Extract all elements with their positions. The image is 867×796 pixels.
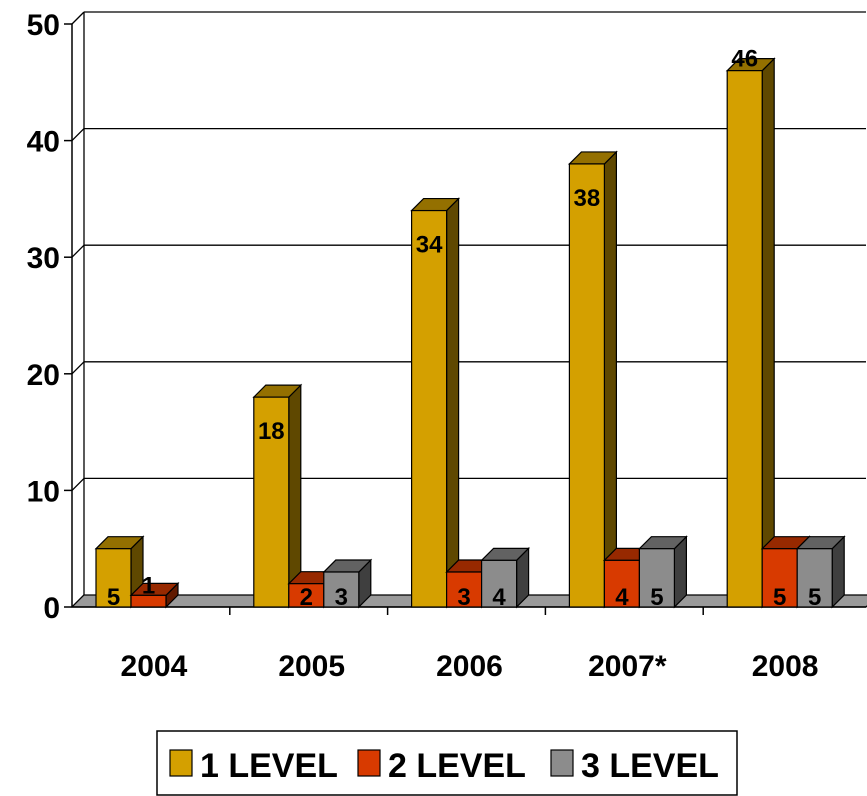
data-label: 4 [615, 584, 629, 611]
bar [725, 57, 776, 609]
legend-label: 2 LEVEL [388, 747, 526, 785]
bar [129, 581, 180, 609]
grid-depth [71, 11, 85, 25]
legend-swatch [357, 749, 381, 777]
x-tick-label: 2006 [436, 650, 503, 683]
bar-front [323, 571, 360, 608]
legend-label: 3 LEVEL [581, 747, 719, 785]
y-tick-label: 30 [27, 242, 60, 275]
data-label: 5 [808, 584, 821, 611]
y-tick-label: 0 [43, 592, 60, 625]
legend-label: 1 LEVEL [200, 747, 338, 785]
bars [94, 57, 846, 609]
data-label: 4 [492, 584, 506, 611]
bar-front [481, 559, 518, 608]
bar-side [761, 57, 775, 609]
data-label: 38 [574, 185, 601, 212]
bar-side [603, 150, 618, 609]
grid-depth [71, 128, 85, 142]
y-axis-ticks: 0 10 20 30 40 50 [27, 9, 60, 625]
x-tick-label: 2008 [752, 650, 819, 683]
legend-box [156, 730, 738, 796]
grid-depth [71, 244, 85, 258]
bar [567, 150, 618, 609]
y-tick-label: 40 [27, 126, 60, 159]
bar-side [446, 197, 460, 609]
data-label: 5 [107, 584, 120, 611]
legend: 1 LEVEL 2 LEVEL 3 LEVEL [156, 730, 738, 796]
bar-front [568, 163, 606, 608]
bar-front [603, 559, 641, 608]
bar [480, 546, 531, 609]
data-label: 46 [731, 46, 758, 73]
data-label: 5 [650, 584, 663, 611]
bar-front [726, 70, 763, 608]
data-label: 18 [258, 418, 285, 445]
bar-front [796, 548, 833, 608]
bar-front [761, 548, 798, 608]
grid-depth [71, 361, 85, 375]
data-label: 2 [300, 584, 313, 611]
data-label: 34 [416, 232, 443, 259]
bar-front [411, 209, 448, 608]
data-label: 3 [457, 584, 470, 611]
bar [637, 535, 688, 609]
bar-front [638, 548, 676, 608]
bar-front [130, 594, 167, 608]
x-axis-ticks: 2004 2005 2006 2007* 2008 [121, 650, 819, 683]
x-tick-label: 2005 [278, 650, 345, 683]
legend-swatch [169, 749, 193, 777]
x-tick-label: 2007* [588, 650, 667, 683]
bar-front [95, 548, 132, 608]
y-tick-label: 10 [27, 475, 60, 508]
bar-front [446, 571, 483, 608]
bar-front [253, 396, 290, 608]
y-tick-label: 50 [27, 9, 60, 42]
y-tick-label: 20 [27, 359, 60, 392]
grid-depth [71, 477, 85, 491]
legend-swatch [550, 749, 574, 777]
bar [252, 383, 303, 609]
data-label: 1 [142, 572, 155, 599]
data-label: 3 [335, 584, 348, 611]
bar [94, 535, 145, 609]
bar [410, 197, 461, 609]
bar [795, 535, 846, 609]
bar [322, 558, 373, 609]
data-label: 5 [773, 584, 786, 611]
x-tick-label: 2004 [121, 650, 188, 683]
